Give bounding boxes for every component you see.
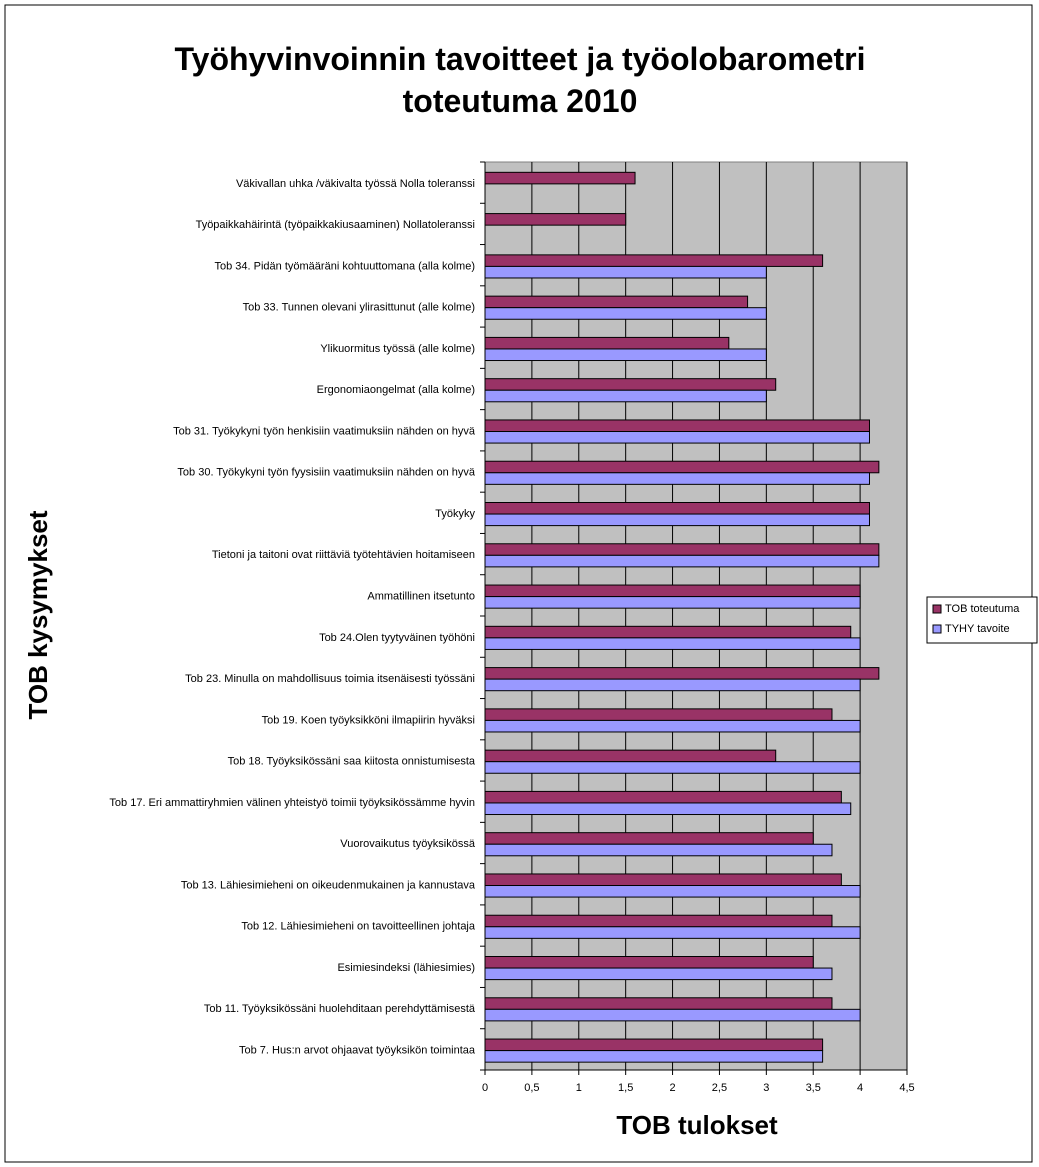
- x-axis-title: TOB tulokset: [616, 1110, 778, 1140]
- bar: [484, 265, 767, 279]
- bar: [484, 997, 833, 1010]
- legend-label: TOB toteutuma: [945, 603, 1020, 615]
- x-tick-label: 1,5: [618, 1082, 633, 1094]
- bar: [484, 678, 861, 692]
- y-tick-label: Tob 17. Eri ammattiryhmien välinen yhtei…: [109, 797, 475, 809]
- y-tick-label: Tob 30. Työkykyni työn fyysisiin vaatimu…: [177, 467, 475, 479]
- x-tick-label: 2,5: [712, 1082, 727, 1094]
- bar: [484, 554, 880, 568]
- y-tick-label: Tob 31. Työkykyni työn henkisiin vaatimu…: [173, 425, 476, 437]
- bar: [484, 460, 880, 474]
- x-tick-label: 3,5: [806, 1082, 821, 1094]
- bar: [484, 873, 842, 887]
- bar: [484, 254, 824, 267]
- y-tick-label: Ergonomiaongelmat (alla kolme): [317, 384, 475, 396]
- y-tick-label: Tob 7. Hus:n arvot ohjaavat työyksikön t…: [239, 1045, 476, 1057]
- bar: [484, 790, 842, 804]
- bar: [484, 307, 767, 320]
- y-tick-label: Vuorovaikutus työyksikössä: [340, 838, 476, 850]
- bar: [484, 967, 833, 981]
- bar: [484, 1038, 824, 1052]
- bar: [484, 885, 861, 898]
- bar: [484, 956, 814, 969]
- y-tick-label: Tob 23. Minulla on mahdollisuus toimia i…: [185, 673, 475, 685]
- bar: [484, 1008, 861, 1022]
- bar: [484, 431, 870, 444]
- y-tick-label: Tob 18. Työyksikössäni saa kiitosta onni…: [228, 756, 476, 768]
- y-tick-label: Työpaikkahäirintä (työpaikkakiusaaminen)…: [196, 219, 475, 231]
- bar: [484, 378, 777, 391]
- bar: [484, 832, 814, 845]
- y-tick-label: Ammatillinen itsetunto: [367, 591, 475, 603]
- x-tick-label: 4,5: [899, 1082, 914, 1094]
- y-tick-label: Esimiesindeksi (lähiesimies): [337, 962, 475, 974]
- bar: [484, 802, 852, 816]
- chart-title: Työhyvinvoinnin tavoitteet ja työolobaro…: [174, 41, 866, 119]
- bar: [484, 667, 880, 680]
- bar: [484, 336, 730, 350]
- bar: [484, 543, 880, 556]
- y-tick-label: Tob 33. Tunnen olevani ylirasittunut (al…: [243, 302, 475, 314]
- bar: [484, 749, 777, 763]
- legend-swatch: [932, 604, 942, 614]
- y-tick-label: Väkivallan uhka /väkivalta työssä Nolla …: [236, 178, 475, 190]
- bar: [484, 419, 870, 433]
- bar: [484, 584, 861, 598]
- y-axis-title: TOB kysymykset: [23, 510, 53, 719]
- legend-swatch: [932, 624, 942, 634]
- bar: [484, 502, 870, 515]
- x-tick-label: 0: [482, 1082, 488, 1094]
- bar: [484, 761, 861, 774]
- y-tick-label: Tob 12. Lähiesimieheni on tavoitteelline…: [241, 921, 475, 933]
- y-tick-label: Tob 19. Koen työyksikköni ilmapiirin hyv…: [262, 714, 475, 726]
- bar: [484, 389, 767, 403]
- x-tick-label: 1: [576, 1082, 582, 1094]
- x-tick-label: 4: [857, 1082, 863, 1094]
- bar: [484, 719, 861, 733]
- bar: [484, 596, 861, 609]
- y-tick-label: Ylikuormitus työssä (alle kolme): [320, 343, 475, 355]
- bar: [484, 708, 833, 721]
- bar: [484, 213, 627, 226]
- bar: [484, 295, 749, 309]
- bar: [484, 914, 833, 928]
- legend-box: [926, 596, 1038, 644]
- y-tick-label: Tob 13. Lähiesimieheni on oikeudenmukain…: [181, 879, 476, 891]
- x-tick-label: 0,5: [524, 1082, 539, 1094]
- y-tick-label: Tob 11. Työyksikössäni huolehditaan pere…: [204, 1003, 476, 1015]
- bar: [484, 637, 861, 650]
- x-tick-label: 2: [669, 1082, 675, 1094]
- bar: [484, 171, 636, 185]
- bar: [484, 1050, 824, 1063]
- x-tick-label: 3: [763, 1082, 769, 1094]
- y-tick-label: Tietoni ja taitoni ovat riittäviä työteh…: [212, 549, 475, 561]
- bar: [484, 472, 870, 485]
- bar: [484, 348, 767, 362]
- y-tick-label: Tob 34. Pidän työmääräni kohtuuttomana (…: [215, 260, 475, 272]
- bar: [484, 625, 852, 639]
- y-tick-label: Työkyky: [435, 508, 475, 520]
- bar: [484, 926, 861, 939]
- bar: [484, 843, 833, 857]
- y-tick-label: Tob 24.Olen tyytyväinen työhöni: [319, 632, 475, 644]
- bar: [484, 513, 870, 527]
- legend-label: TYHY tavoite: [945, 623, 1010, 635]
